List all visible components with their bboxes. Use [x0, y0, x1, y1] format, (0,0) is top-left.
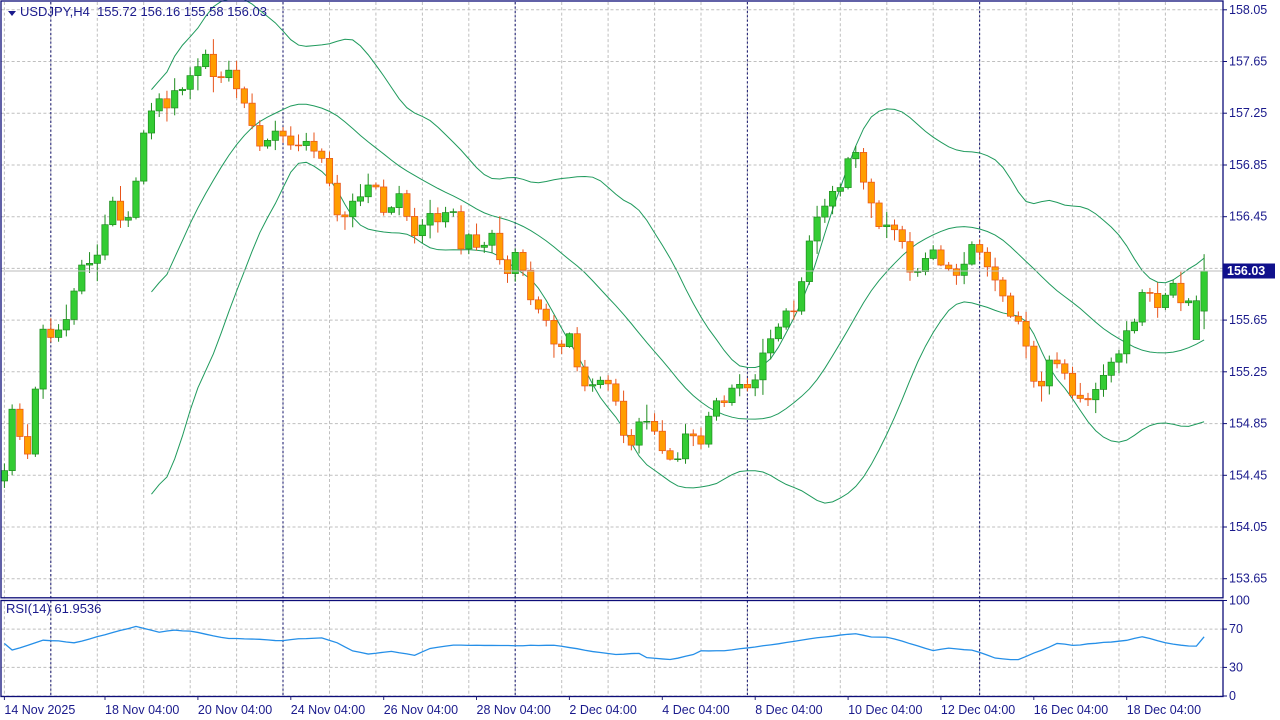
svg-text:RSI(14) 61.9536: RSI(14) 61.9536 [6, 601, 101, 616]
svg-text:8 Dec 04:00: 8 Dec 04:00 [755, 703, 822, 717]
svg-text:158.05: 158.05 [1229, 3, 1267, 17]
svg-text:14 Nov 2025: 14 Nov 2025 [4, 703, 75, 717]
svg-text:157.25: 157.25 [1229, 106, 1267, 120]
svg-text:2 Dec 04:00: 2 Dec 04:00 [569, 703, 636, 717]
svg-text:26 Nov 04:00: 26 Nov 04:00 [384, 703, 458, 717]
svg-text:156.85: 156.85 [1229, 158, 1267, 172]
svg-text:18 Nov 04:00: 18 Nov 04:00 [105, 703, 179, 717]
svg-text:156.45: 156.45 [1229, 210, 1267, 224]
svg-text:30: 30 [1229, 660, 1243, 674]
svg-text:16 Dec 04:00: 16 Dec 04:00 [1034, 703, 1108, 717]
svg-text:20 Nov 04:00: 20 Nov 04:00 [198, 703, 272, 717]
svg-text:10 Dec 04:00: 10 Dec 04:00 [848, 703, 922, 717]
svg-text:154.85: 154.85 [1229, 417, 1267, 431]
svg-text:154.05: 154.05 [1229, 520, 1267, 534]
svg-text:153.65: 153.65 [1229, 572, 1267, 586]
svg-text:18 Dec 04:00: 18 Dec 04:00 [1127, 703, 1201, 717]
svg-text:155.65: 155.65 [1229, 313, 1267, 327]
svg-text:28 Nov 04:00: 28 Nov 04:00 [477, 703, 551, 717]
svg-text:155.25: 155.25 [1229, 365, 1267, 379]
svg-text:0: 0 [1229, 689, 1236, 703]
svg-text:157.65: 157.65 [1229, 55, 1267, 69]
svg-text:154.45: 154.45 [1229, 468, 1267, 482]
svg-text:100: 100 [1229, 594, 1250, 608]
svg-text:USDJPY,H4 155.72 156.16 155.5: USDJPY,H4 155.72 156.16 155.58 156.03 [20, 4, 267, 19]
svg-text:12 Dec 04:00: 12 Dec 04:00 [941, 703, 1015, 717]
svg-text:70: 70 [1229, 622, 1243, 636]
svg-text:156.03: 156.03 [1227, 264, 1265, 278]
svg-text:24 Nov 04:00: 24 Nov 04:00 [291, 703, 365, 717]
svg-text:4 Dec 04:00: 4 Dec 04:00 [662, 703, 729, 717]
